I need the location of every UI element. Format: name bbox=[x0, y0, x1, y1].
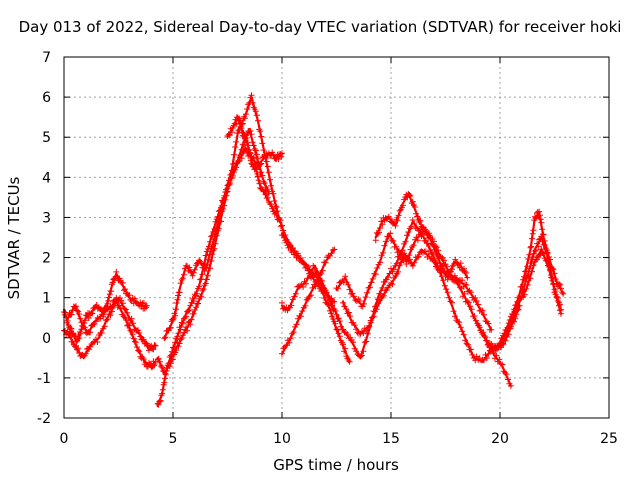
y-tick-label-9: 7 bbox=[42, 50, 51, 66]
x-tick-label-4: 20 bbox=[491, 431, 509, 447]
x-tick-label-1: 5 bbox=[169, 431, 178, 447]
y-tick-label-2: 0 bbox=[42, 331, 51, 347]
x-tick-labels: 0 5 10 15 20 25 bbox=[60, 431, 618, 447]
series-markers-6 bbox=[224, 114, 285, 229]
x-tick-label-5: 25 bbox=[600, 431, 618, 447]
y-tick-labels: -2 -1 0 1 2 3 4 5 6 7 bbox=[37, 50, 51, 427]
y-tick-label-6: 4 bbox=[42, 170, 51, 186]
chart-title: Day 013 of 2022, Sidereal Day-to-day VTE… bbox=[19, 18, 622, 36]
series-markers-8 bbox=[279, 232, 353, 365]
series-satellite-track-10 bbox=[279, 246, 338, 357]
axis-ticks bbox=[63, 56, 610, 419]
series-satellite-track-13 bbox=[340, 248, 495, 337]
y-tick-label-5: 3 bbox=[42, 210, 51, 226]
series-satellite-track-5 bbox=[154, 127, 272, 377]
y-tick-label-4: 2 bbox=[42, 251, 51, 267]
series-markers-2 bbox=[65, 294, 159, 354]
series-markers-9 bbox=[279, 246, 338, 357]
y-tick-label-0: -2 bbox=[37, 411, 51, 427]
series-markers-12 bbox=[340, 248, 495, 337]
y-tick-label-8: 6 bbox=[42, 90, 51, 106]
series-satellite-track-16 bbox=[518, 233, 564, 313]
x-axis-label: GPS time / hours bbox=[273, 456, 399, 474]
series-satellite-track-7 bbox=[224, 114, 285, 229]
y-tick-label-3: 1 bbox=[42, 291, 51, 307]
y-tick-label-1: -1 bbox=[37, 371, 51, 387]
series-satellite-track-3 bbox=[65, 294, 159, 354]
x-tick-label-0: 0 bbox=[60, 431, 69, 447]
y-axis-label: SDTVAR / TECUs bbox=[5, 176, 23, 299]
x-tick-label-3: 15 bbox=[382, 431, 400, 447]
series-satellite-track-12 bbox=[372, 191, 471, 283]
plot-frame bbox=[63, 56, 610, 419]
series-markers-11 bbox=[372, 191, 471, 283]
data-series-layer bbox=[61, 92, 567, 408]
y-tick-label-7: 5 bbox=[42, 130, 51, 146]
series-markers-15 bbox=[518, 233, 564, 313]
x-tick-label-2: 10 bbox=[273, 431, 291, 447]
